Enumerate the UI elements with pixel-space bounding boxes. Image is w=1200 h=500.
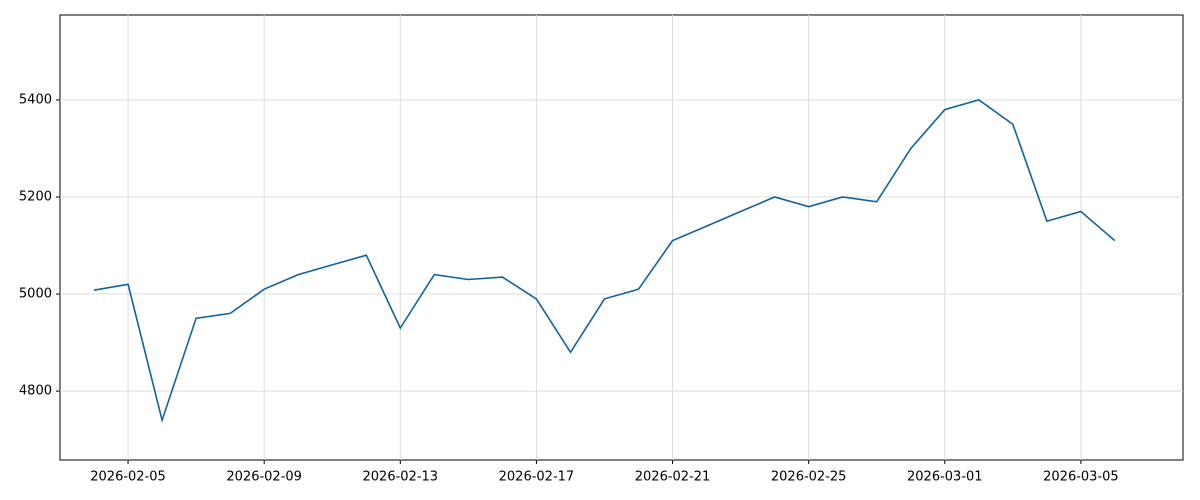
x-tick-label: 2026-02-05 <box>90 470 166 485</box>
line-series <box>93 99 1116 424</box>
x-tick-label: 2026-03-05 <box>1043 470 1119 485</box>
x-tick-label: 2026-03-01 <box>907 470 983 485</box>
y-tick-label: 5400 <box>19 92 52 107</box>
x-tick-label: 2026-02-25 <box>771 470 847 485</box>
y-tick-label: 4800 <box>19 384 52 399</box>
x-tick-label: 2026-02-17 <box>499 470 575 485</box>
y-tick-label: 5200 <box>19 189 52 204</box>
x-tick-label: 2026-02-09 <box>226 470 302 485</box>
x-tick-label: 2026-02-21 <box>635 470 711 485</box>
x-tick-label: 2026-02-13 <box>363 470 439 485</box>
plot-frame <box>59 14 1184 461</box>
y-tick-label: 5000 <box>19 287 52 302</box>
